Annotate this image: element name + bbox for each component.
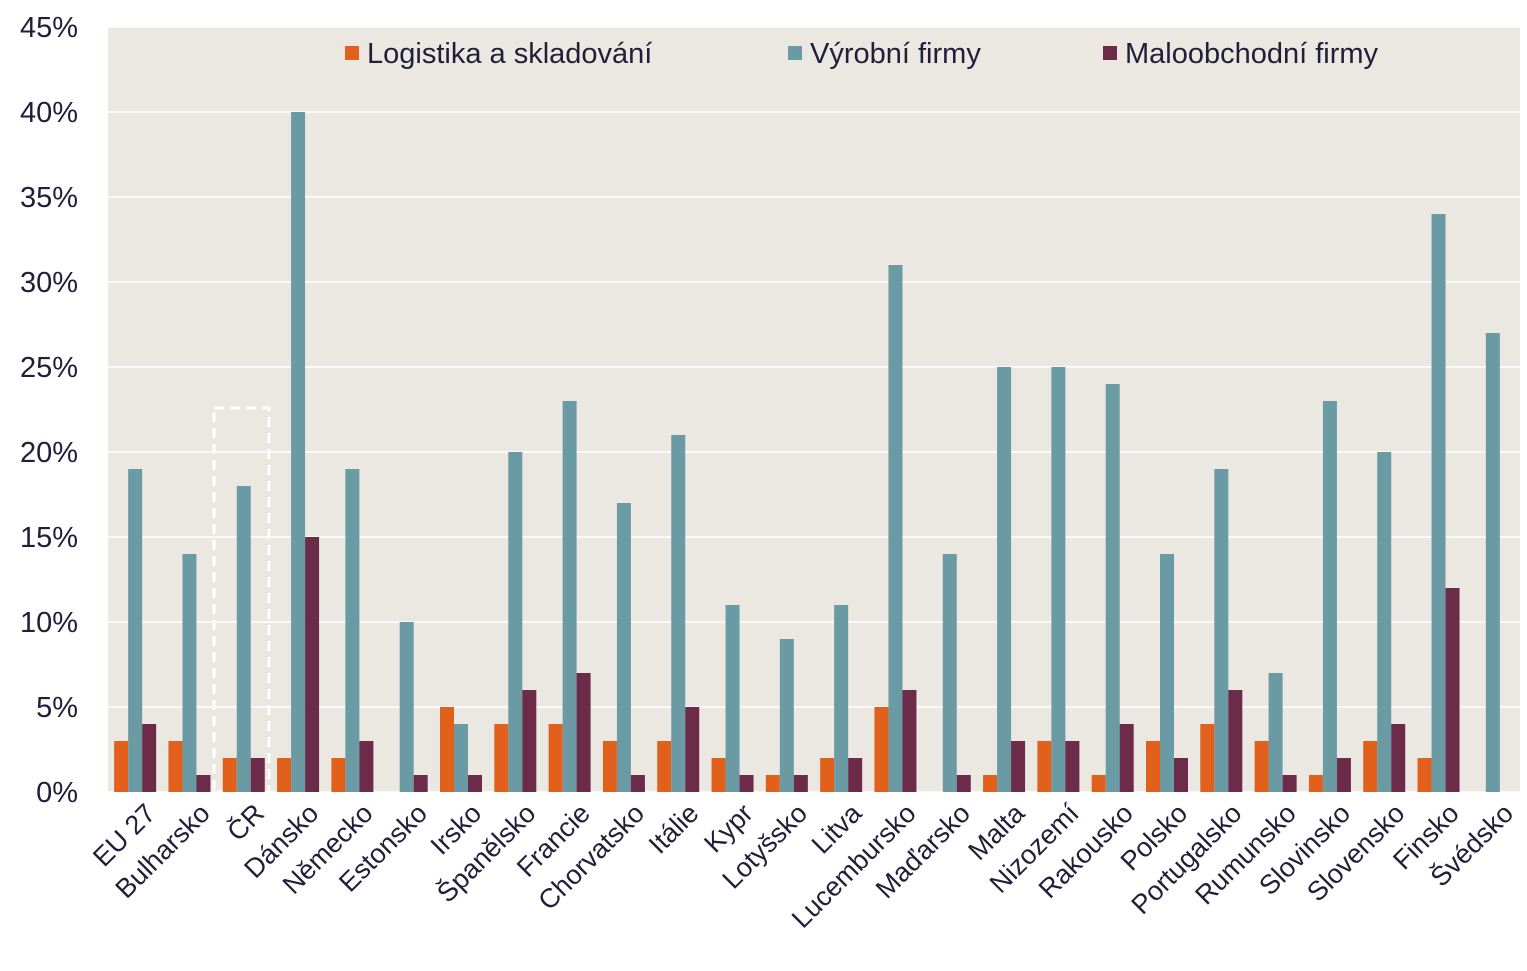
legend-swatch (1103, 46, 1117, 60)
bar (508, 452, 523, 792)
bar (602, 741, 617, 792)
bar (1174, 758, 1188, 792)
bar (685, 707, 700, 792)
bar (440, 707, 454, 792)
bar (1322, 401, 1337, 792)
bar (1377, 452, 1392, 792)
bar (848, 758, 863, 792)
bar (1105, 384, 1120, 792)
bar (576, 673, 591, 792)
bar (725, 605, 740, 792)
bar (1160, 554, 1174, 792)
bar (1268, 673, 1283, 792)
bar (494, 724, 509, 792)
bar (182, 554, 197, 792)
bar (168, 741, 183, 792)
bar (834, 605, 849, 792)
y-tick-label: 25% (20, 352, 78, 384)
bar (630, 775, 645, 792)
bar (902, 690, 917, 792)
bar (291, 112, 306, 792)
bar (114, 741, 129, 792)
bar (1119, 724, 1134, 792)
bar (1146, 741, 1160, 792)
bar (1363, 741, 1378, 792)
bar (236, 486, 251, 792)
bar (562, 401, 577, 792)
bar (888, 265, 903, 792)
bar (142, 724, 157, 792)
legend-label: Maloobchodní firmy (1125, 38, 1379, 70)
bar (983, 775, 998, 792)
bar (1200, 724, 1215, 792)
bar (942, 554, 957, 792)
bar (305, 537, 320, 792)
bar (765, 775, 780, 792)
bar (997, 367, 1012, 792)
bar (1051, 367, 1066, 792)
bar (1485, 333, 1500, 792)
bar (413, 775, 428, 792)
bar (1214, 469, 1229, 792)
bar (331, 758, 346, 792)
legend-label: Výrobní firmy (810, 38, 981, 70)
bar (454, 724, 468, 792)
bar (359, 741, 374, 792)
x-tick-label: Itálie (643, 798, 705, 860)
legend-label: Logistika a skladování (367, 38, 652, 70)
bar (1391, 724, 1406, 792)
y-tick-label: 5% (36, 692, 78, 724)
bar (874, 707, 889, 792)
bar (1417, 758, 1432, 792)
bar (1308, 775, 1323, 792)
plot-area (108, 27, 1520, 792)
bar (1228, 690, 1243, 792)
bar (345, 469, 360, 792)
bar (1282, 775, 1297, 792)
bar (711, 758, 726, 792)
bar (956, 775, 971, 792)
bar (250, 758, 265, 792)
bar (616, 503, 631, 792)
y-tick-label: 35% (20, 182, 78, 214)
bar (1445, 588, 1460, 792)
bar (1254, 741, 1269, 792)
bar (671, 435, 686, 792)
legend-swatch (345, 46, 359, 60)
bar (779, 639, 794, 792)
y-tick-label: 10% (20, 607, 78, 639)
bar (277, 758, 292, 792)
bar (548, 724, 563, 792)
y-tick-label: 20% (20, 437, 78, 469)
bar (793, 775, 808, 792)
bar (739, 775, 754, 792)
bar (1431, 214, 1446, 792)
y-tick-label: 15% (20, 522, 78, 554)
bar (128, 469, 143, 792)
bar (1037, 741, 1052, 792)
y-tick-label: 45% (20, 12, 78, 44)
bar (222, 758, 237, 792)
bar (1065, 741, 1080, 792)
bar (820, 758, 835, 792)
y-tick-label: 40% (20, 97, 78, 129)
bar (1091, 775, 1106, 792)
bar (522, 690, 537, 792)
bar (1011, 741, 1026, 792)
bar (399, 622, 414, 792)
legend-swatch (788, 46, 802, 60)
bar (468, 775, 482, 792)
y-tick-label: 30% (20, 267, 78, 299)
bar (196, 775, 211, 792)
y-tick-label: 0% (36, 777, 78, 809)
bar (1336, 758, 1351, 792)
bar (657, 741, 672, 792)
